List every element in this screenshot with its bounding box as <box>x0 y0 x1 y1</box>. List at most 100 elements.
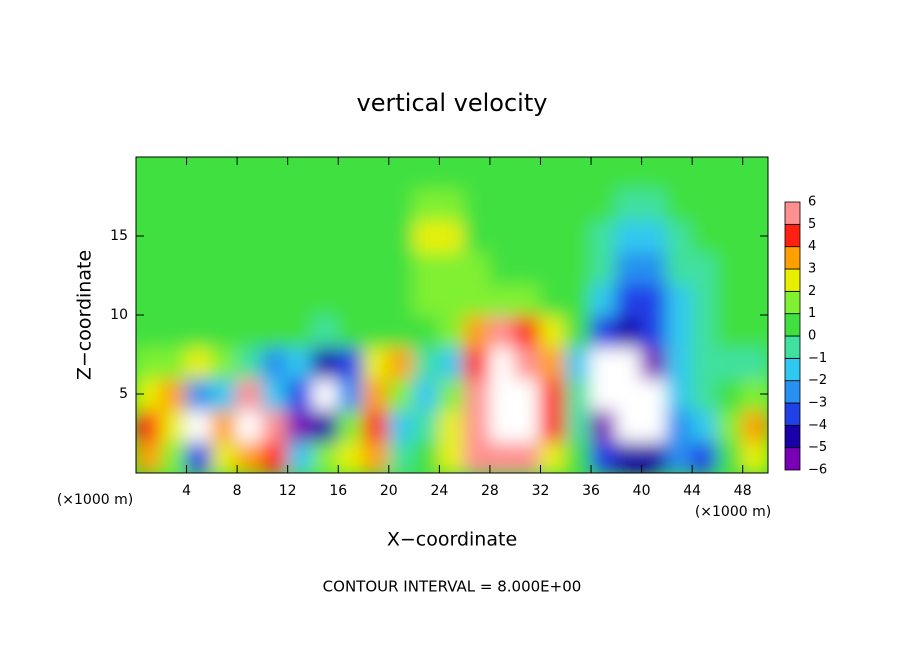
field-cell <box>261 408 289 443</box>
field-cell <box>716 157 744 190</box>
field-cell <box>286 408 314 443</box>
colorbar-box <box>784 380 801 404</box>
field-cell <box>413 377 441 411</box>
field-cell <box>615 157 643 190</box>
field-cell <box>286 440 314 473</box>
field-cell <box>615 282 643 316</box>
field-cell <box>514 440 542 473</box>
field-cell <box>590 250 618 285</box>
field-cell <box>311 314 340 348</box>
field-cell <box>387 282 416 316</box>
field-cell <box>362 157 390 190</box>
field-cell <box>210 345 239 380</box>
field-cell <box>564 440 593 473</box>
field-cell <box>210 440 239 473</box>
field-cell <box>362 314 390 348</box>
field-cell <box>691 219 719 253</box>
field-cell <box>413 187 441 222</box>
field-cell <box>665 187 694 222</box>
colorbar-box <box>784 402 801 426</box>
field-cell <box>136 187 163 222</box>
field-cell <box>387 314 416 348</box>
field-cell <box>185 282 213 316</box>
field-cell <box>539 408 567 443</box>
colorbar-box <box>784 201 801 225</box>
field-cell <box>362 408 390 443</box>
field-cell <box>615 187 643 222</box>
field-cell <box>236 219 264 253</box>
field-cell <box>261 345 289 380</box>
field-cell <box>286 377 314 411</box>
field-cell <box>539 219 567 253</box>
field-cell <box>564 282 593 316</box>
field-cell <box>691 345 719 380</box>
chart-title: vertical velocity <box>357 89 548 117</box>
field-cell <box>387 440 416 473</box>
field-cell <box>564 345 593 380</box>
field-cell <box>185 157 213 190</box>
x-tick-label: 36 <box>582 483 600 499</box>
field-cell <box>590 345 618 380</box>
field-cell <box>741 282 768 316</box>
field-cell <box>590 314 618 348</box>
field-cell <box>311 157 340 190</box>
field-cell <box>387 187 416 222</box>
field-cell <box>741 408 768 443</box>
field-cell <box>488 408 517 443</box>
field-cell <box>514 377 542 411</box>
field-cell <box>160 314 188 348</box>
colorbar-box <box>784 357 801 382</box>
field-cell <box>185 408 213 443</box>
field-cell <box>286 250 314 285</box>
field-cell <box>488 377 517 411</box>
field-cell <box>463 345 491 380</box>
field-cell <box>210 250 239 285</box>
colorbar-label: −3 <box>808 396 827 411</box>
colorbar-box <box>784 424 801 449</box>
x-tick-label: 12 <box>279 483 297 499</box>
field-cell <box>691 440 719 473</box>
colorbar-label: 0 <box>808 329 816 344</box>
field-cell <box>185 345 213 380</box>
x-tick-label: 28 <box>481 483 499 499</box>
field-cell <box>261 187 289 222</box>
field-cell <box>691 187 719 222</box>
field-cell <box>640 219 668 253</box>
field-cell <box>463 440 491 473</box>
x-tick-label: 44 <box>683 483 701 499</box>
field-cell <box>514 314 542 348</box>
field-cell <box>261 440 289 473</box>
field-cell <box>311 187 340 222</box>
field-cell <box>539 345 567 380</box>
field-cell <box>691 314 719 348</box>
field-cell <box>236 377 264 411</box>
field-cell <box>488 440 517 473</box>
field-cell <box>286 345 314 380</box>
field-cell <box>413 345 441 380</box>
field-cell <box>463 187 491 222</box>
colorbar-label: 6 <box>808 195 816 210</box>
field-cell <box>438 187 466 222</box>
field-cell <box>615 345 643 380</box>
field-cell <box>590 282 618 316</box>
field-cell <box>160 345 188 380</box>
field-cell <box>716 250 744 285</box>
colorbar-box <box>784 335 801 359</box>
field-cell <box>691 282 719 316</box>
field-cell <box>362 282 390 316</box>
colorbar-box <box>784 290 801 315</box>
field-cell <box>665 377 694 411</box>
x-tick-label: 8 <box>233 483 242 499</box>
field-cell <box>564 187 593 222</box>
field-cell <box>665 250 694 285</box>
x-unit-label: (×1000 m) <box>57 492 133 508</box>
field-cell <box>387 157 416 190</box>
field-cell <box>640 314 668 348</box>
field-cell <box>741 157 768 190</box>
field-cell <box>261 250 289 285</box>
field-cell <box>640 187 668 222</box>
colorbar-label: 2 <box>808 284 816 299</box>
field-cell <box>488 314 517 348</box>
colorbar-box <box>784 447 801 471</box>
field-cell <box>210 157 239 190</box>
